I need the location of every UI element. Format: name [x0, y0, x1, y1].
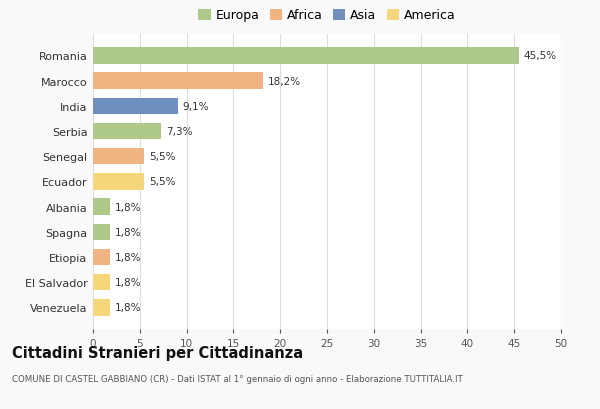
Text: 1,8%: 1,8% [115, 303, 141, 312]
Bar [93, 99, 178, 115]
Bar [93, 124, 161, 140]
Bar [93, 249, 110, 265]
Bar [93, 73, 263, 90]
Text: 18,2%: 18,2% [268, 76, 301, 86]
Bar [93, 149, 145, 165]
Bar [93, 48, 519, 65]
Bar [93, 199, 110, 215]
Text: 1,8%: 1,8% [115, 278, 141, 288]
Bar [93, 224, 110, 240]
Bar [93, 174, 145, 190]
Bar [93, 299, 110, 316]
Text: 1,8%: 1,8% [115, 202, 141, 212]
Text: 1,8%: 1,8% [115, 227, 141, 237]
Text: 45,5%: 45,5% [524, 52, 557, 61]
Bar [93, 274, 110, 291]
Text: 9,1%: 9,1% [183, 101, 209, 112]
Text: COMUNE DI CASTEL GABBIANO (CR) - Dati ISTAT al 1° gennaio di ogni anno - Elabora: COMUNE DI CASTEL GABBIANO (CR) - Dati IS… [12, 374, 463, 383]
Text: 5,5%: 5,5% [149, 177, 176, 187]
Legend: Europa, Africa, Asia, America: Europa, Africa, Asia, America [194, 6, 460, 26]
Text: 5,5%: 5,5% [149, 152, 176, 162]
Text: 1,8%: 1,8% [115, 252, 141, 263]
Text: Cittadini Stranieri per Cittadinanza: Cittadini Stranieri per Cittadinanza [12, 346, 303, 361]
Text: 7,3%: 7,3% [166, 127, 193, 137]
